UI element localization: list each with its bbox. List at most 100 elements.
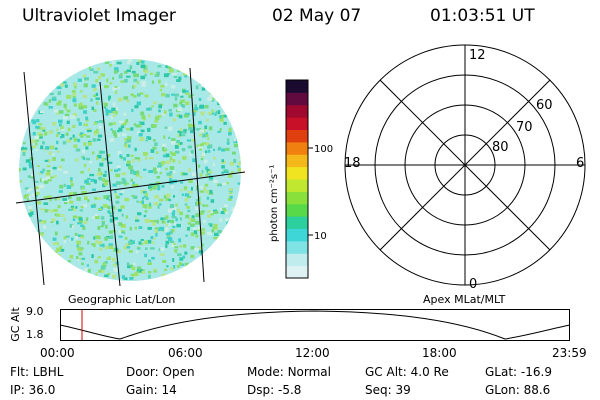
uv-pixel (82, 204, 87, 208)
uv-pixel (183, 244, 187, 248)
uv-pixel (140, 111, 144, 116)
uv-pixel (127, 265, 131, 269)
uv-pixel (138, 121, 141, 125)
uv-pixel (94, 275, 97, 278)
uv-pixel (238, 162, 241, 166)
uv-pixel (100, 224, 104, 228)
uv-pixel (168, 237, 173, 241)
uv-pixel (215, 110, 219, 115)
uv-pixel (22, 142, 26, 145)
uv-pixel (112, 111, 118, 114)
uv-pixel (177, 142, 181, 146)
uv-pixel (208, 171, 213, 174)
uv-pixel (172, 152, 176, 156)
uv-pixel (169, 204, 175, 208)
uv-pixel (118, 127, 123, 132)
uv-pixel (228, 220, 231, 224)
uv-pixel (190, 232, 195, 237)
uv-pixel (112, 114, 116, 118)
uv-pixel (53, 209, 58, 212)
uv-pixel (231, 207, 235, 212)
uv-pixel (201, 210, 205, 213)
uv-pixel (169, 151, 173, 154)
uv-pixel (177, 208, 181, 213)
uv-pixel (77, 78, 83, 82)
uv-pixel (191, 261, 197, 265)
colorbar-cell (286, 191, 308, 205)
uv-pixel (237, 168, 241, 172)
uv-pixel (165, 82, 168, 87)
uv-pixel (87, 199, 90, 203)
uv-pixel (221, 120, 225, 123)
uv-pixel (107, 109, 113, 113)
uv-pixel (185, 90, 189, 93)
uv-pixel (239, 188, 241, 192)
uv-pixel (165, 244, 168, 248)
uv-pixel (135, 219, 140, 222)
uv-pixel (93, 94, 97, 97)
uv-pixel (126, 262, 130, 265)
uv-pixel (172, 207, 177, 210)
uv-pixel (100, 265, 106, 270)
uv-pixel (176, 69, 182, 72)
uv-pixel (72, 95, 76, 98)
uv-pixel (97, 168, 101, 172)
uv-pixel (115, 173, 121, 178)
uv-pixel (217, 130, 221, 133)
uv-pixel (78, 219, 83, 223)
uv-pixel (105, 224, 108, 229)
uv-pixel (63, 81, 67, 84)
uv-pixel (234, 130, 239, 134)
uv-pixel (156, 176, 160, 179)
uv-pixel (219, 115, 222, 119)
uv-pixel (73, 103, 77, 107)
uv-pixel (196, 199, 200, 202)
uv-pixel (115, 261, 119, 266)
uv-pixel (57, 205, 61, 209)
uv-pixel (58, 110, 64, 114)
uv-pixel (96, 241, 99, 244)
uv-pixel (173, 222, 176, 226)
uv-pixel (179, 217, 182, 221)
uv-pixel (219, 218, 223, 222)
uv-pixel (32, 145, 37, 149)
uv-pixel (171, 93, 175, 96)
uv-pixel (84, 180, 89, 184)
uv-pixel (129, 264, 134, 269)
uv-pixel (127, 61, 131, 65)
uv-pixel (171, 138, 176, 141)
uv-pixel (141, 115, 146, 119)
uv-pixel (140, 129, 145, 133)
uv-pixel (126, 139, 132, 143)
uv-pixel (150, 236, 154, 240)
uv-pixel (151, 105, 154, 108)
uv-pixel (63, 217, 66, 222)
uv-pixel (227, 198, 232, 201)
uv-pixel (80, 206, 84, 209)
uv-pixel (169, 177, 172, 181)
uv-pixel (232, 151, 236, 155)
uv-pixel (46, 169, 51, 172)
uv-pixel (77, 118, 80, 122)
uv-pixel (152, 184, 158, 188)
uv-pixel (154, 195, 159, 199)
uv-pixel (217, 148, 220, 151)
uv-pixel (225, 225, 231, 228)
uv-pixel (104, 261, 108, 264)
uv-pixel (199, 129, 205, 133)
uv-pixel (158, 162, 163, 165)
uv-pixel (136, 62, 140, 65)
uv-pixel (131, 184, 135, 188)
uv-pixel (221, 171, 224, 174)
uv-pixel (90, 98, 93, 102)
uv-pixel (70, 224, 74, 229)
uv-pixel (175, 150, 180, 154)
uv-pixel (40, 208, 45, 211)
uv-pixel (168, 222, 171, 226)
uv-pixel (177, 107, 183, 112)
uv-pixel (161, 184, 165, 188)
uv-pixel (26, 194, 30, 198)
uv-pixel (154, 120, 159, 123)
alt-ytick-1.8: 1.8 (26, 328, 44, 341)
uv-pixel (163, 135, 166, 139)
